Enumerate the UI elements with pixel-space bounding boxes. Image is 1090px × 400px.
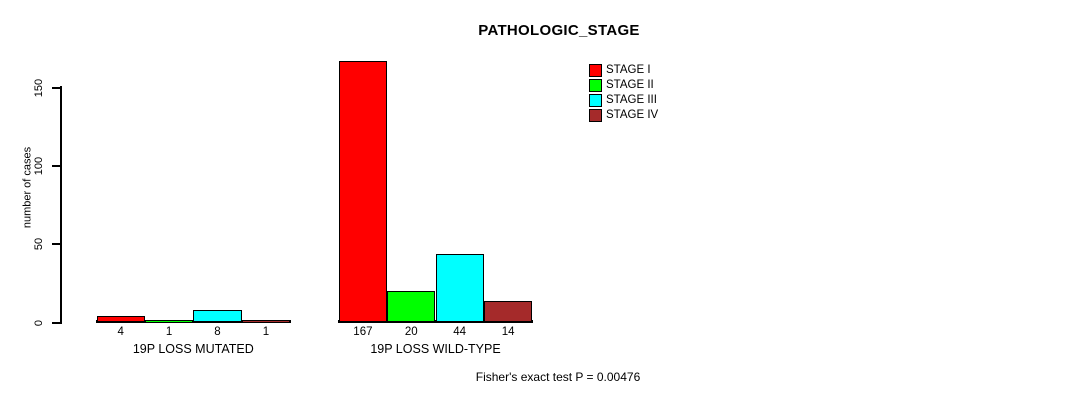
- bar-value-label: 4: [117, 326, 124, 338]
- legend-swatch-icon: [589, 64, 602, 77]
- group-baseline: [338, 320, 533, 323]
- bar-value-label: 1: [262, 326, 270, 338]
- bar-stage-iii-19p-loss-mutated: [193, 309, 242, 323]
- legend-label: STAGE III: [606, 94, 657, 106]
- bar-value-label: 44: [453, 326, 467, 338]
- legend-swatch-icon: [589, 94, 602, 107]
- bar-stage-iv-19p-loss-mutated: [241, 319, 291, 323]
- bar-stage-ii-19p-loss-mutated: [144, 319, 194, 323]
- group-label-19p-loss-mutated: 19P LOSS MUTATED: [132, 342, 254, 356]
- bar-value-label: 14: [501, 326, 515, 338]
- y-axis-tick: [52, 164, 60, 167]
- bar-value-label: 20: [404, 326, 418, 338]
- bar-stage-i-19p-loss-mutated: [96, 316, 145, 323]
- y-axis-tick: [52, 321, 60, 324]
- y-axis-tick-label: 100: [33, 156, 45, 176]
- bar-stage-i-19p-loss-wild-type: [338, 60, 388, 323]
- y-axis-tick-label: 50: [33, 238, 45, 251]
- y-axis-line: [60, 86, 62, 324]
- legend-label: STAGE II: [606, 79, 654, 91]
- bar-value-label: 1: [165, 326, 173, 338]
- legend-label: STAGE IV: [606, 109, 659, 121]
- bar-value-label: 8: [214, 326, 221, 338]
- group-label-19p-loss-wild-type: 19P LOSS WILD-TYPE: [370, 342, 501, 356]
- legend-item-stage-iii: STAGE III: [589, 93, 658, 108]
- legend-item-stage-iv: STAGE IV: [589, 108, 658, 123]
- y-axis-tick-label: 0: [33, 319, 45, 326]
- chart-title: PATHOLOGIC_STAGE: [478, 22, 640, 39]
- bar-stage-iii-19p-loss-wild-type: [435, 253, 484, 323]
- bar-value-label: 167: [353, 326, 373, 338]
- y-axis-tick: [52, 243, 60, 246]
- legend-item-stage-ii: STAGE II: [589, 78, 658, 93]
- legend-swatch-icon: [589, 109, 602, 122]
- y-axis-tick-label: 150: [33, 78, 45, 97]
- y-axis-tick: [52, 86, 60, 89]
- legend-label: STAGE I: [606, 64, 651, 76]
- legend-item-stage-i: STAGE I: [589, 63, 658, 78]
- bar-stage-ii-19p-loss-wild-type: [387, 291, 436, 323]
- bar-stage-iv-19p-loss-wild-type: [483, 300, 533, 323]
- legend-swatch-icon: [589, 79, 602, 92]
- legend: STAGE I STAGE II STAGE III STAGE IV: [589, 63, 658, 123]
- fisher-test-annotation: Fisher's exact test P = 0.00476: [475, 370, 641, 384]
